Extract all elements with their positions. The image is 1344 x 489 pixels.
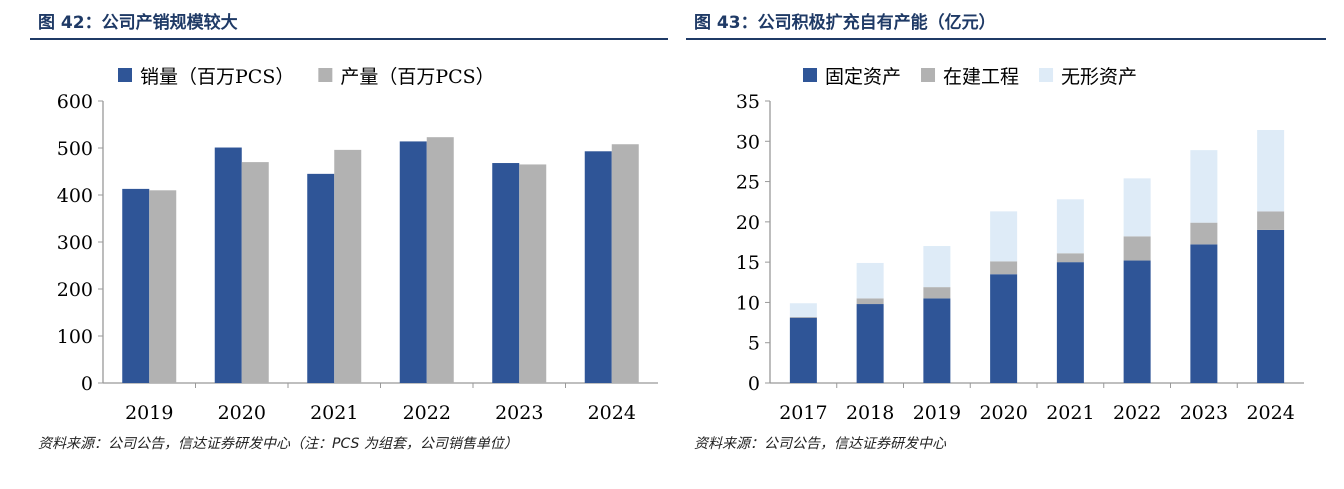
x-tick-label: 2020	[979, 402, 1027, 424]
bar-2024-series-2	[1257, 130, 1285, 212]
bar-2021-series-1	[1056, 253, 1084, 263]
y-tick-label: 10	[736, 292, 760, 314]
x-tick-label: 2024	[1246, 402, 1294, 424]
legend-swatch	[1039, 68, 1054, 82]
y-tick-label: 100	[57, 326, 93, 348]
bar-2021-series-0	[307, 173, 335, 383]
legend-label: 固定资产	[825, 66, 901, 88]
legend-swatch	[318, 68, 333, 82]
bar-2022-series-2	[1123, 178, 1151, 237]
bar-2021-series-1	[334, 149, 362, 383]
bar-2018-series-2	[856, 262, 884, 299]
bar-2023-series-2	[1190, 150, 1218, 223]
bar-2021-series-2	[1056, 199, 1084, 254]
y-tick-label: 300	[57, 232, 93, 254]
legend-label: 在建工程	[943, 66, 1019, 88]
legend-swatch	[803, 68, 817, 82]
legend-label: 产量（百万PCS）	[340, 66, 494, 88]
right-chart-title: 图 43：公司积极扩充自有产能（亿元）	[694, 13, 996, 33]
x-tick-label: 2017	[779, 402, 827, 424]
capacity-assets-chart: 0 5 10 15 20 25 30 35 2017 2018 2019 2020 2021 2022 20…	[736, 66, 1304, 424]
bar-2019-series-1	[923, 287, 951, 299]
bar-2024-series-0	[584, 151, 612, 383]
bar-2017-series-2	[789, 303, 817, 317]
x-tick-label: 2022	[403, 402, 451, 424]
legend-swatch	[921, 68, 936, 82]
bar-2018-series-1	[856, 298, 884, 305]
bar-2020-series-1	[990, 261, 1018, 275]
bar-2023-series-0	[1190, 244, 1218, 383]
bar-2019-series-0	[923, 298, 951, 383]
y-tick-label: 200	[57, 279, 93, 301]
bar-2022-series-1	[1123, 236, 1151, 261]
bar-2019-series-1	[149, 190, 177, 383]
x-tick-label: 2024	[588, 402, 636, 424]
bar-2020-series-0	[214, 147, 242, 383]
bar-2020-series-2	[990, 211, 1018, 262]
y-tick-label: 0	[748, 373, 760, 395]
bar-2023-series-1	[1190, 222, 1218, 245]
legend-label: 销量（百万PCS）	[140, 66, 294, 88]
bar-2020-series-1	[241, 162, 269, 383]
y-tick-label: 30	[736, 131, 760, 153]
x-tick-label: 2021	[1046, 402, 1094, 424]
y-tick-label: 15	[736, 252, 760, 274]
legend-swatch	[118, 68, 132, 82]
bar-2022-series-0	[1123, 260, 1151, 383]
legend-label: 无形资产	[1061, 66, 1137, 88]
y-tick-label: 5	[748, 333, 760, 355]
left-title-rule	[30, 38, 668, 40]
x-tick-label: 2021	[310, 402, 358, 424]
sales-production-chart: 0 100 200 300 400 500 600 2019 2020 2021 2022 2023 2…	[57, 66, 658, 424]
bar-2019-series-0	[122, 188, 150, 383]
y-tick-label: 25	[736, 172, 760, 194]
y-tick-label: 500	[57, 138, 93, 160]
bar-2023-series-0	[492, 163, 520, 383]
left-source-note: 资料来源：公司公告，信达证券研发中心（注：PCS 为组套，公司销售单位）	[38, 436, 518, 452]
bar-2022-series-1	[426, 137, 454, 383]
bar-2024-series-0	[1257, 229, 1285, 383]
left-chart-title: 图 42：公司产销规模较大	[38, 13, 238, 33]
bar-2024-series-1	[1257, 211, 1285, 230]
bar-2018-series-0	[856, 304, 884, 383]
y-tick-label: 35	[736, 91, 760, 113]
x-tick-label: 2023	[495, 402, 543, 424]
x-tick-label: 2019	[913, 402, 961, 424]
y-tick-label: 400	[57, 185, 93, 207]
x-tick-label: 2018	[846, 402, 894, 424]
bar-2019-series-2	[923, 246, 951, 288]
right-title-rule	[686, 38, 1326, 40]
bar-2022-series-0	[399, 141, 427, 383]
bar-2024-series-1	[611, 144, 639, 383]
y-tick-label: 0	[81, 373, 93, 395]
x-tick-label: 2023	[1180, 402, 1228, 424]
y-tick-label: 600	[57, 91, 93, 113]
x-tick-label: 2022	[1113, 402, 1161, 424]
x-tick-label: 2020	[218, 402, 266, 424]
y-tick-label: 20	[736, 212, 760, 234]
x-tick-label: 2019	[125, 402, 173, 424]
bar-2017-series-0	[789, 317, 817, 383]
bar-2021-series-0	[1056, 262, 1084, 383]
right-source-note: 资料来源：公司公告，信达证券研发中心	[694, 436, 946, 452]
bar-2017-series-1	[789, 316, 817, 318]
bar-2023-series-1	[519, 164, 547, 383]
bar-2020-series-0	[990, 274, 1018, 383]
